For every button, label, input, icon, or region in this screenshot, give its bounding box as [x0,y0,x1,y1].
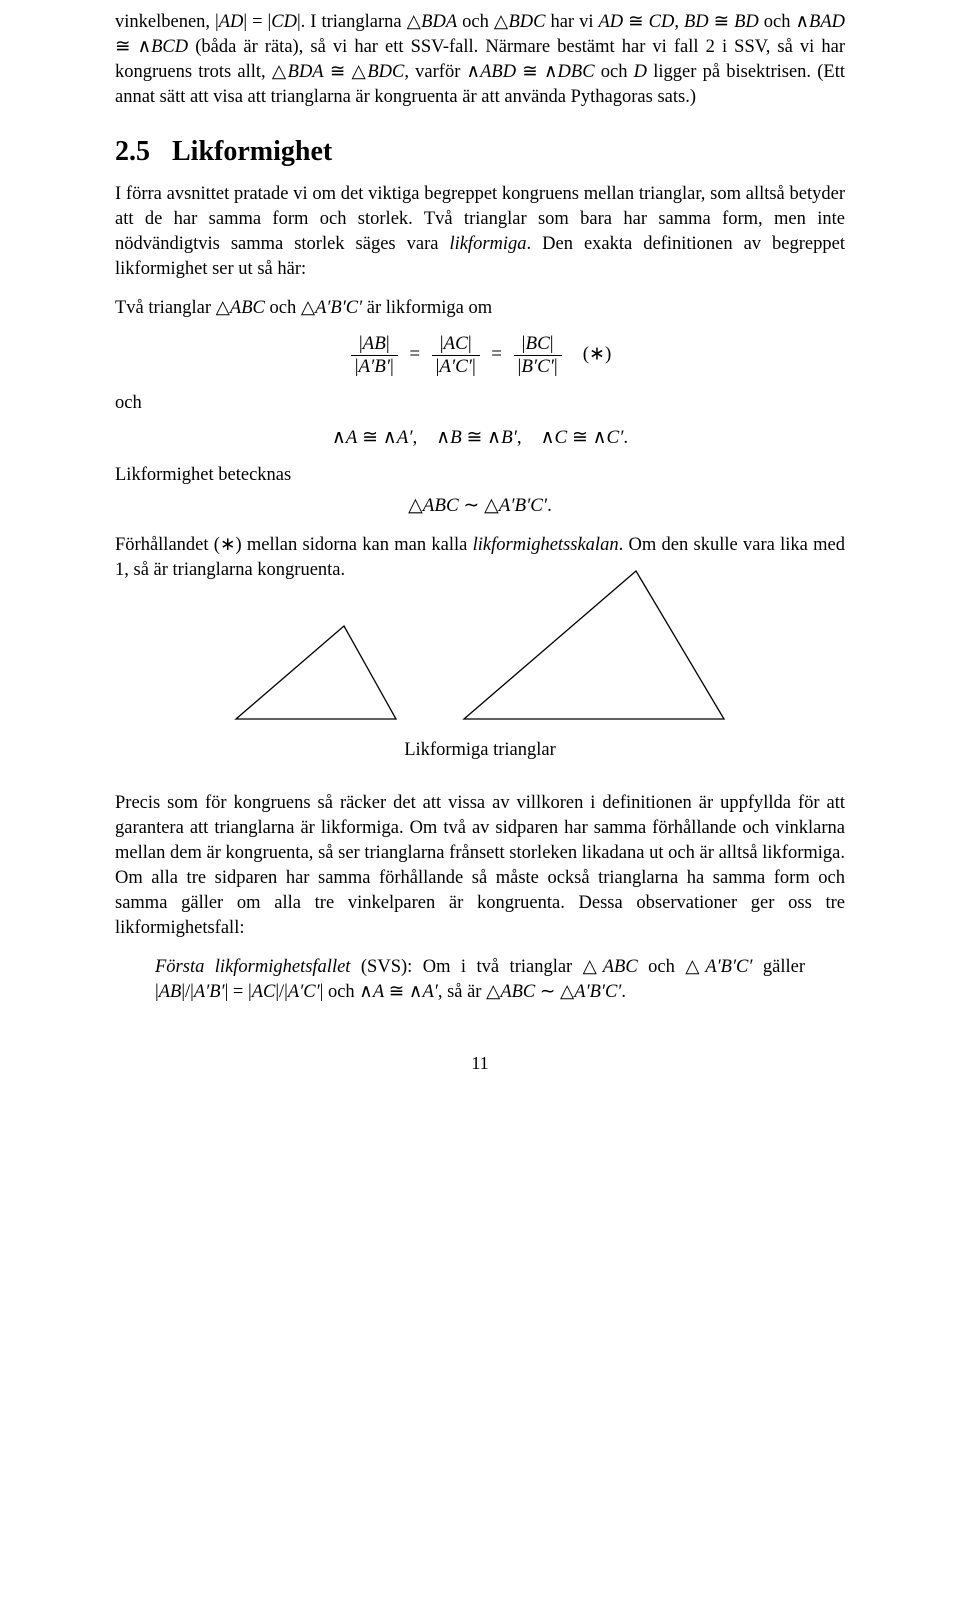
small-triangle [236,626,396,719]
fraction-den: |A′C′| [432,355,480,378]
fraction-bc: |BC| |B′C′| [514,333,562,378]
triangles-figure: Likformiga trianglar [115,601,845,761]
section-title: Likformighet [172,136,332,167]
ratio-equation: |AB| |A′B′| = |AC| |A′C′| = |BC| |B′C′| … [115,333,845,378]
section-heading: 2.5 Likformighet [115,136,845,168]
similarity-notation: △ABC ∼ △A′B′C′. [115,494,845,517]
large-triangle [464,571,724,719]
fraction-num: |AC| [432,333,480,355]
fraction-num: |BC| [514,333,562,355]
text-och: och [115,391,845,416]
small-triangle-svg [226,601,406,731]
paragraph-similar-condition: Två trianglar △ABC och △A′B′C′ är likfor… [115,296,845,321]
paragraph-intro: vinkelbenen, |AD| = |CD|. I trianglarna … [115,10,845,110]
angle-congruences: ∧A ≅ ∧A′, ∧B ≅ ∧B′, ∧C ≅ ∧C′. [115,426,845,449]
fraction-ab: |AB| |A′B′| [351,333,398,378]
paragraph-definition: I förra avsnittet pratade vi om det vikt… [115,182,845,282]
fraction-den: |B′C′| [514,355,562,378]
figure-caption: Likformiga trianglar [115,740,845,761]
document-page: vinkelbenen, |AD| = |CD|. I trianglarna … [0,0,960,1104]
page-number: 11 [115,1053,845,1074]
fraction-ac: |AC| |A′C′| [432,333,480,378]
paragraph-ratio-explain: Förhållandet (∗) mellan sidorna kan man … [115,533,845,583]
section-number: 2.5 [115,136,150,167]
fraction-num: |AB| [351,333,398,355]
paragraph-cases-intro: Precis som för kongruens så räcker det a… [115,791,845,941]
equation-tag: (∗) [583,343,612,364]
large-triangle-svg [454,601,734,731]
fraction-den: |A′B′| [351,355,398,378]
text-betecknas: Likformighet betecknas [115,463,845,488]
similarity-case-1: Första likformighetsfallet (SVS): Om i t… [155,955,805,1005]
